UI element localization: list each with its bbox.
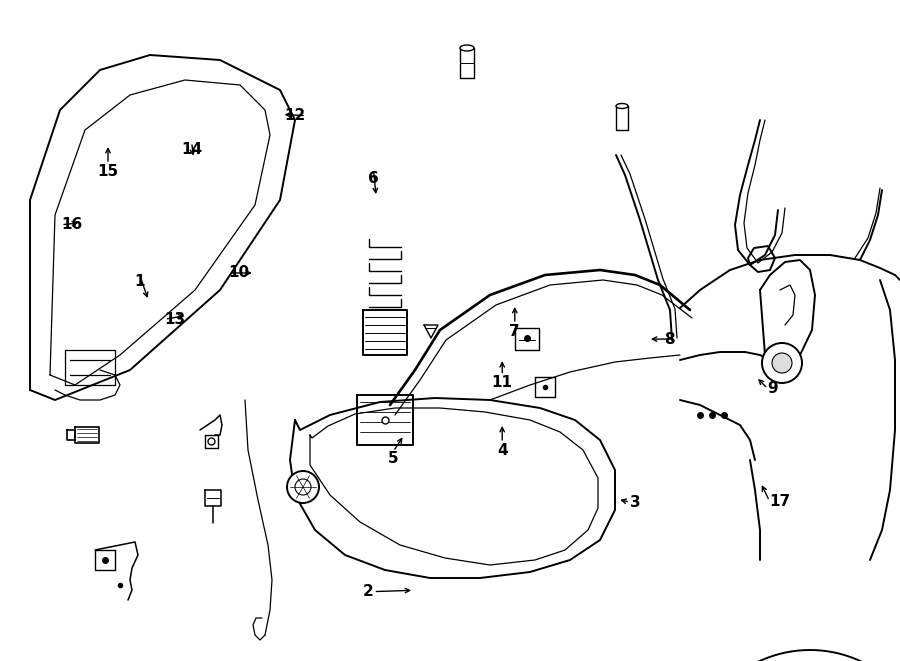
Text: 4: 4 — [497, 443, 508, 458]
Text: 1: 1 — [134, 274, 145, 290]
Text: 11: 11 — [491, 375, 513, 391]
Polygon shape — [290, 398, 615, 578]
Ellipse shape — [616, 104, 628, 108]
Text: 16: 16 — [61, 217, 83, 232]
Text: 8: 8 — [664, 332, 675, 346]
Text: 17: 17 — [770, 494, 790, 508]
Text: 3: 3 — [630, 495, 641, 510]
Ellipse shape — [460, 45, 474, 51]
Text: 9: 9 — [768, 381, 778, 396]
Text: 12: 12 — [284, 108, 306, 123]
Circle shape — [762, 343, 802, 383]
Text: 5: 5 — [388, 451, 399, 467]
Text: 7: 7 — [509, 324, 520, 339]
Circle shape — [295, 479, 311, 495]
Text: 10: 10 — [229, 266, 249, 280]
Text: 15: 15 — [97, 164, 119, 179]
Circle shape — [772, 353, 792, 373]
Text: 6: 6 — [368, 171, 379, 186]
Circle shape — [287, 471, 319, 503]
Polygon shape — [30, 55, 295, 400]
Text: 2: 2 — [363, 584, 374, 599]
Text: 13: 13 — [165, 312, 185, 327]
Text: 14: 14 — [181, 142, 202, 157]
